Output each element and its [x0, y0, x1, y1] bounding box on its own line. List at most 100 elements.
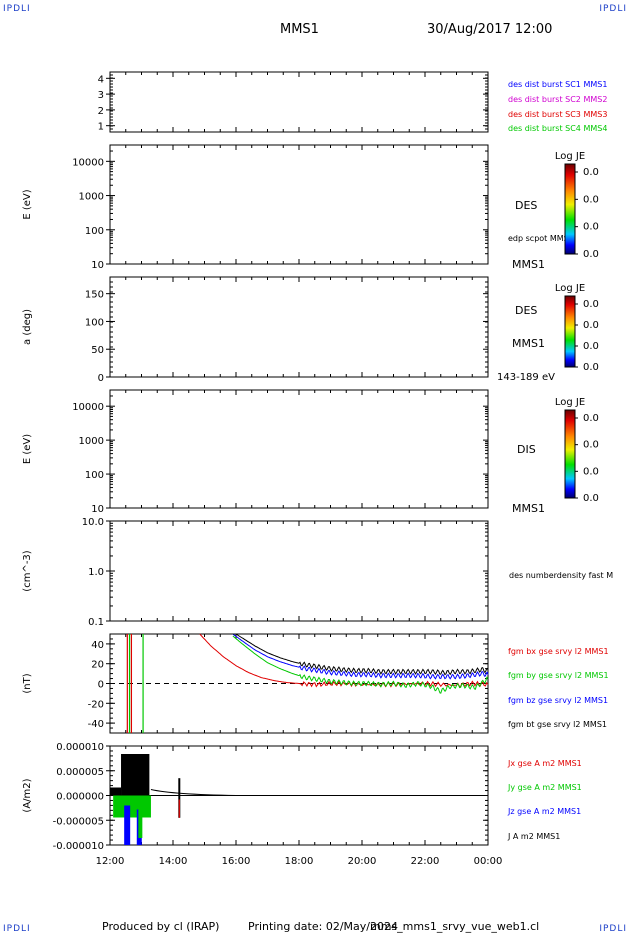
y-tick-label: 10: [91, 504, 104, 515]
y-tick-label: 4: [98, 74, 104, 85]
y-tick-label: 50: [91, 345, 104, 356]
colorbar: [564, 163, 576, 255]
colorbar-title: Log JE: [555, 283, 585, 294]
corner-label-top-right: IPDLI: [599, 4, 627, 14]
y-tick-label: 100: [85, 317, 104, 328]
datetime-title: 30/Aug/2017 12:00: [427, 22, 553, 37]
y-tick-label: 0: [98, 680, 104, 691]
panel-4-ylabel: E (eV): [22, 434, 33, 464]
colorbar-tick-label: 0.0: [583, 222, 599, 233]
colorbar-tick-label: 0.0: [583, 194, 599, 205]
y-tick-label: 0.000005: [56, 767, 104, 778]
y-tick-label: 0: [98, 373, 104, 384]
y-tick-label: -40: [88, 719, 104, 730]
side-label: MMS1: [512, 258, 545, 271]
colorbar-title: Log JE: [555, 151, 585, 162]
current-burst-jz: [124, 805, 131, 845]
y-tick-label: 10000: [72, 157, 104, 168]
legend-entry: Jx gse A m2 MMS1: [507, 759, 582, 768]
colorbar-tick-label: 0.0: [583, 167, 599, 178]
corner-label-top-left: IPDLI: [3, 4, 31, 14]
legend-entry: fgm bt gse srvy l2 MMS1: [508, 720, 607, 729]
panel-6-ylabel: (nT): [22, 673, 33, 693]
y-tick-label: 1000: [79, 436, 104, 447]
legend-entry: des dist burst SC4 MMS4: [508, 124, 607, 133]
series-line-fgm-bz-gse-srvy-l2-MMS1: [232, 633, 489, 680]
current-burst-positive: [121, 754, 150, 796]
colorbar-title: Log JE: [555, 397, 585, 408]
footer-printing-date: Printing date: 02/May/2024: [248, 920, 398, 933]
panel-3-ylabel: a (deg): [22, 309, 33, 345]
y-tick-label: 10000: [72, 402, 104, 413]
y-tick-label: 0.000010: [56, 742, 104, 753]
series-line-fgm-by-gse-srvy-l2-MMS1: [232, 635, 489, 694]
y-tick-label: 100: [85, 226, 104, 237]
side-label: DES: [515, 304, 537, 317]
panel-5-ylabel: (cm^-3): [22, 550, 33, 591]
panel-2-frame: [109, 144, 489, 265]
x-tick-label: 14:00: [159, 856, 188, 867]
y-tick-label: 1: [98, 122, 104, 133]
y-tick-label: 2: [98, 106, 104, 117]
colorbar-tick-label: 0.0: [583, 341, 599, 352]
colorbar: [564, 295, 576, 368]
legend-entry: fgm bx gse srvy l2 MMS1: [508, 647, 609, 656]
legend-entry: des dist burst SC2 MMS2: [508, 95, 607, 104]
y-tick-label: 100: [85, 470, 104, 481]
side-label: edp scpot MMS1: [508, 234, 574, 243]
x-tick-label: 12:00: [96, 856, 125, 867]
footer-produced-by: Produced by cl (IRAP): [102, 920, 220, 933]
legend-entry: Jz gse A m2 MMS1: [507, 807, 581, 816]
y-tick-label: 40: [91, 640, 104, 651]
y-tick-label: -20: [88, 699, 104, 710]
colorbar-tick-label: 0.0: [583, 362, 599, 373]
panel-7-ylabel: (A/m2): [22, 778, 33, 812]
legend-entry: fgm bz gse srvy l2 MMS1: [508, 696, 608, 705]
corner-label-bottom-right: IPDLI: [599, 924, 627, 934]
y-tick-label: 3: [98, 90, 104, 101]
side-label: DIS: [517, 443, 536, 456]
current-burst-jy-2: [138, 800, 143, 838]
side-label: DES: [515, 199, 537, 212]
side-label: MMS1: [512, 502, 545, 515]
colorbar: [564, 409, 576, 499]
x-tick-label: 18:00: [285, 856, 314, 867]
y-tick-label: 10.0: [82, 517, 104, 528]
colorbar-tick-label: 0.0: [583, 466, 599, 477]
corner-label-bottom-left: IPDLI: [3, 924, 31, 934]
colorbar-tick-label: 0.0: [583, 320, 599, 331]
current-burst-negative: [113, 795, 151, 818]
x-tick-label: 20:00: [348, 856, 377, 867]
side-label: 143-189 eV: [497, 372, 555, 383]
panel-1-frame: [109, 71, 489, 133]
colorbar-tick-label: 0.0: [583, 299, 599, 310]
current-decay: [150, 789, 237, 796]
legend-entry: Jy gse A m2 MMS1: [507, 783, 582, 792]
x-tick-label: 22:00: [411, 856, 440, 867]
y-tick-label: 0.000000: [56, 792, 104, 803]
legend-entry: des dist burst SC3 MMS3: [508, 110, 607, 119]
legend-entry: J A m2 MMS1: [507, 832, 560, 841]
panel-2-ylabel: E (eV): [22, 189, 33, 219]
y-tick-label: 20: [91, 660, 104, 671]
footer-file-name: mms_mms1_srvy_vue_web1.cl: [370, 920, 540, 933]
legend-entry: des dist burst SC1 MMS1: [508, 80, 607, 89]
y-tick-label: -0.000010: [53, 841, 104, 852]
colorbar-tick-label: 0.0: [583, 493, 599, 504]
legend-entry: fgm by gse srvy l2 MMS1: [508, 671, 609, 680]
y-tick-label: 10: [91, 260, 104, 271]
panel-4-frame: [109, 389, 489, 509]
side-label: MMS1: [512, 337, 545, 350]
series-line-fgm-bx-gse-srvy-l2-MMS1: [199, 633, 489, 688]
colorbar-tick-label: 0.0: [583, 249, 599, 260]
y-tick-label: 1.0: [88, 567, 104, 578]
spacecraft-title: MMS1: [280, 22, 319, 37]
x-tick-label: 16:00: [222, 856, 251, 867]
colorbar-tick-label: 0.0: [583, 413, 599, 424]
current-burst-pre: [110, 787, 122, 796]
y-tick-label: -0.000005: [53, 816, 104, 827]
panel-5-frame: [109, 520, 489, 622]
panel-3-frame: [109, 276, 489, 378]
series-line-fgm-bt-gse-srvy-l2-MMS1: [232, 633, 489, 676]
